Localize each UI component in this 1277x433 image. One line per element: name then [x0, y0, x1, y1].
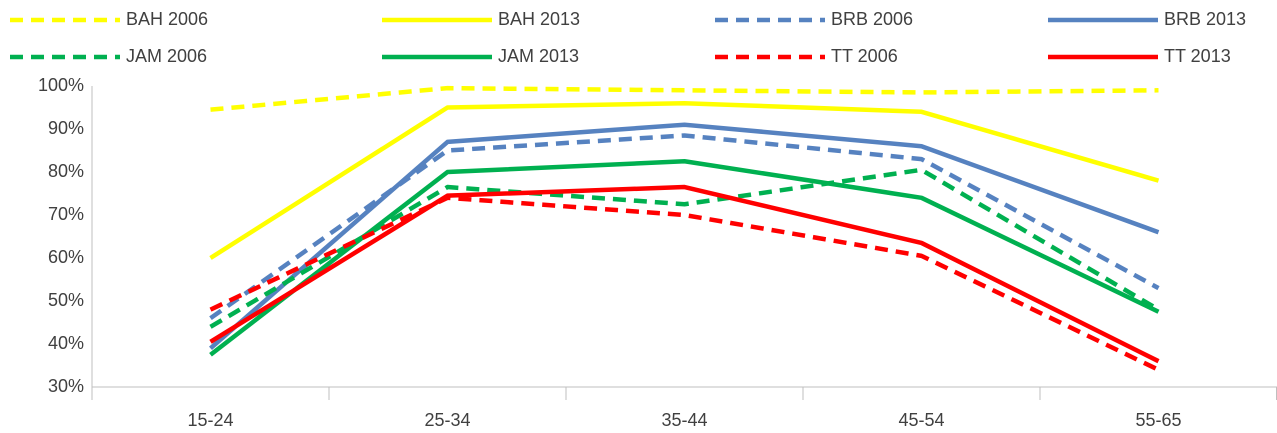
x-tick-label: 45-54 — [898, 410, 944, 430]
series-line — [209, 122, 1160, 350]
y-tick-label: 80% — [48, 161, 84, 181]
y-tick-label: 70% — [48, 204, 84, 224]
y-tick-label: 50% — [48, 290, 84, 310]
y-tick-label: 30% — [48, 376, 84, 396]
y-tick-label: 40% — [48, 333, 84, 353]
y-tick-label: 100% — [38, 75, 84, 95]
y-tick-label: 60% — [48, 247, 84, 267]
series-line — [209, 133, 1160, 321]
series-line — [210, 85, 1159, 112]
legend-label: TT 2006 — [831, 46, 898, 66]
legend-label: JAM 2013 — [498, 46, 579, 66]
y-tick-label: 90% — [48, 118, 84, 138]
legend-label: JAM 2006 — [126, 46, 207, 66]
series-line — [209, 195, 1160, 372]
series-line — [209, 159, 1160, 357]
legend-label: BRB 2006 — [831, 9, 913, 29]
series-line — [209, 100, 1160, 260]
x-tick-label: 55-65 — [1135, 410, 1181, 430]
x-tick-label: 25-34 — [424, 410, 470, 430]
legend-label: BAH 2013 — [498, 9, 580, 29]
series-line — [209, 184, 1160, 364]
x-tick-label: 35-44 — [661, 410, 707, 430]
x-tick-label: 15-24 — [187, 410, 233, 430]
legend-label: BAH 2006 — [126, 9, 208, 29]
legend-label: TT 2013 — [1164, 46, 1231, 66]
legend-label: BRB 2013 — [1164, 9, 1246, 29]
series-line — [209, 167, 1160, 329]
